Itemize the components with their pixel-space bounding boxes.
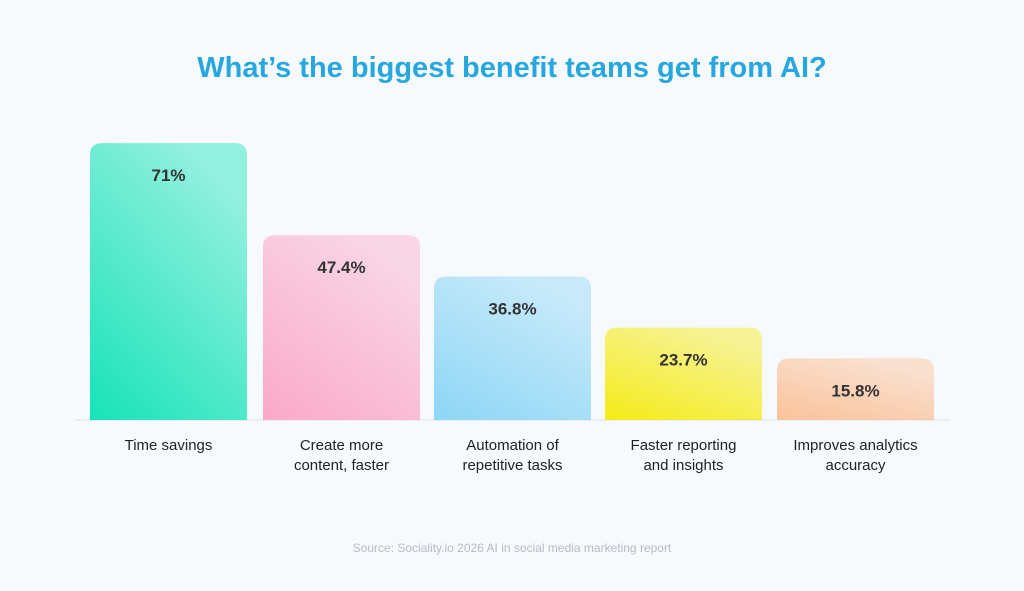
- source-note: Source: Sociality.io 2026 AI in social m…: [352, 541, 672, 555]
- bar: [90, 143, 247, 420]
- x-tick-label: Improves analytics accuracy: [793, 437, 918, 474]
- chart-title: What’s the biggest benefit teams get fro…: [197, 52, 827, 84]
- x-tick-label: Create more content, faster: [293, 437, 390, 474]
- value-label: 23.7%: [659, 351, 707, 370]
- x-tick-label: Time savings: [124, 437, 213, 454]
- bar: [605, 327, 762, 420]
- value-label: 47.4%: [317, 258, 365, 277]
- bar: [777, 358, 934, 420]
- value-label: 15.8%: [831, 381, 879, 400]
- x-tick-label: Faster reporting and insights: [630, 437, 737, 474]
- bar: [434, 276, 591, 420]
- value-label: 36.8%: [488, 299, 536, 318]
- value-label: 71%: [151, 166, 185, 185]
- x-tick-label: Automation of repetitive tasks: [462, 437, 563, 474]
- bar: [263, 235, 420, 420]
